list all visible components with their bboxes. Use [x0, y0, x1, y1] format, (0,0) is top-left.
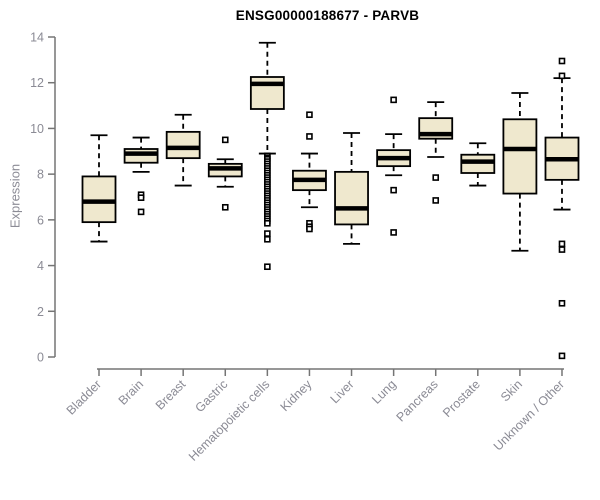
- outlier-point: [558, 240, 566, 248]
- outlier-point: [221, 203, 229, 211]
- y-tick-label: 12: [30, 76, 44, 90]
- outlier-point: [558, 299, 566, 307]
- x-category-label: Gastric: [192, 377, 230, 415]
- box-prostate: [460, 142, 496, 187]
- box-liver: [334, 132, 369, 245]
- x-category-label: Pancreas: [394, 377, 441, 424]
- y-tick-label: 14: [30, 31, 44, 45]
- iqr-box: [502, 118, 538, 195]
- iqr-box: [334, 170, 369, 226]
- outlier-point: [137, 194, 145, 201]
- iqr-box: [81, 175, 117, 224]
- outlier-point: [390, 96, 397, 104]
- y-tick-label: 10: [30, 122, 44, 136]
- y-tick-label: 0: [37, 351, 44, 365]
- outlier-point: [264, 263, 271, 271]
- box-lung: [376, 96, 412, 236]
- box-hematopoietic-cells: [249, 41, 285, 271]
- outlier-point: [137, 208, 145, 216]
- y-tick-label: 6: [37, 213, 44, 227]
- iqr-box: [123, 148, 159, 164]
- x-category-label: Brain: [116, 377, 147, 408]
- box-breast: [165, 113, 201, 187]
- y-tick-label: 8: [37, 168, 44, 182]
- outlier-point: [432, 197, 440, 204]
- outlier-point: [558, 246, 566, 253]
- x-category-label: Hematopoietic cells: [186, 377, 273, 464]
- x-category-label: Lung: [369, 377, 399, 407]
- iqr-box: [165, 130, 201, 160]
- outlier-point: [306, 225, 313, 233]
- box-skin: [502, 92, 538, 252]
- outlier-point: [221, 136, 229, 144]
- outlier-point: [558, 57, 566, 65]
- outlier-point: [432, 174, 440, 181]
- outlier-point: [558, 72, 566, 80]
- outlier-point: [264, 235, 271, 243]
- box-unknown-other: [544, 57, 580, 360]
- outlier-point: [264, 230, 271, 237]
- chart-title: ENSG00000188677 - PARVB: [235, 8, 420, 23]
- box-brain: [123, 136, 159, 216]
- outlier-point: [390, 186, 397, 194]
- x-category-label: Breast: [153, 377, 189, 413]
- x-category-label: Skin: [498, 377, 525, 404]
- box-kidney: [292, 111, 327, 233]
- outlier-point: [390, 229, 397, 236]
- box-bladder: [81, 134, 117, 243]
- outlier-point: [558, 352, 566, 360]
- x-category-label: Bladder: [64, 377, 104, 417]
- x-category-label: Prostate: [440, 377, 483, 420]
- outlier-point: [264, 219, 271, 227]
- box-gastric: [207, 136, 243, 211]
- outlier-point: [306, 133, 313, 140]
- x-category-label: Liver: [328, 377, 357, 406]
- iqr-box: [460, 153, 496, 174]
- box-pancreas: [418, 101, 454, 204]
- y-tick-label: 2: [37, 305, 44, 319]
- x-category-label: Kidney: [278, 377, 315, 414]
- y-tick-label: 4: [37, 259, 44, 273]
- outlier-point: [306, 111, 313, 119]
